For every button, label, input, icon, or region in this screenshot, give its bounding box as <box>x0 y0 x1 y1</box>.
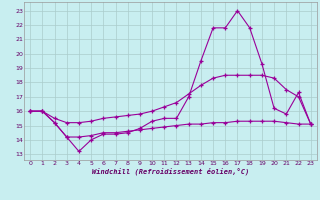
X-axis label: Windchill (Refroidissement éolien,°C): Windchill (Refroidissement éolien,°C) <box>92 167 249 175</box>
